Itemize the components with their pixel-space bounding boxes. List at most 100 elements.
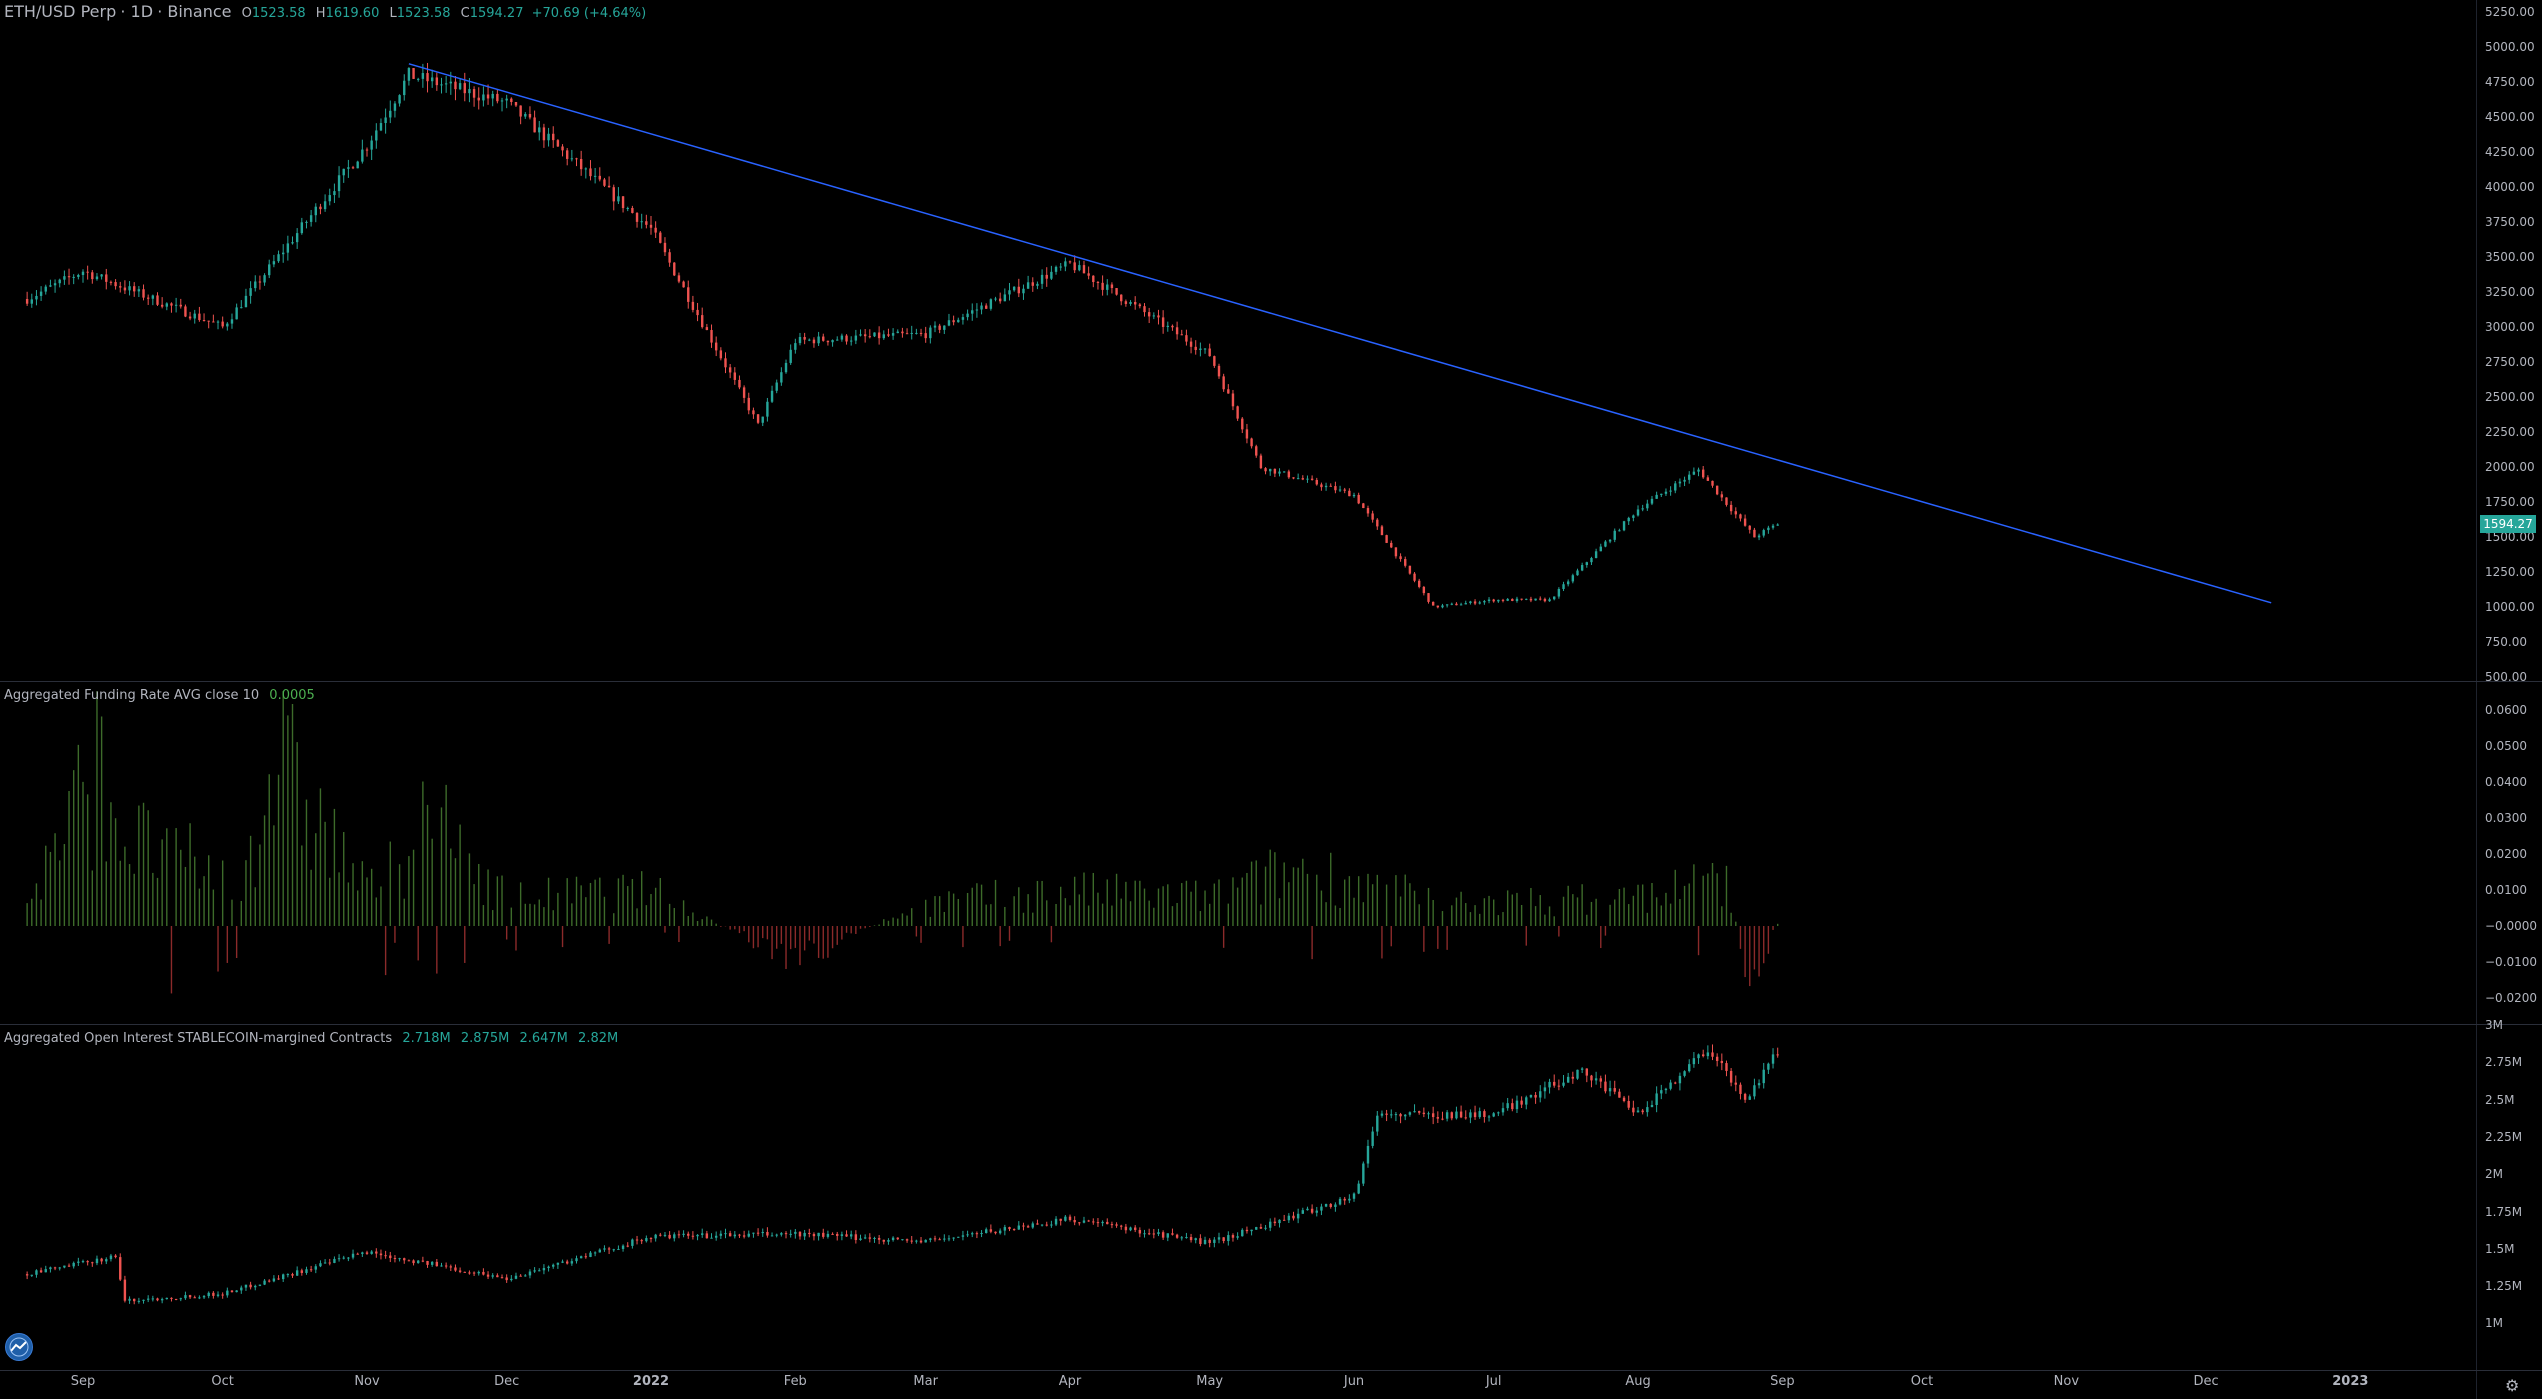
candle <box>1301 1207 1305 1214</box>
candle <box>1366 505 1370 517</box>
candle <box>1008 1226 1011 1232</box>
candle <box>1054 265 1058 275</box>
candle <box>1604 540 1607 548</box>
open-interest-chart[interactable] <box>0 1025 2542 1370</box>
candle <box>1594 1071 1598 1085</box>
candle <box>249 281 252 304</box>
price-chart[interactable] <box>0 0 2542 681</box>
gear-icon[interactable]: ⚙ <box>2505 1376 2520 1395</box>
candle <box>1506 1097 1509 1111</box>
candle <box>1660 493 1663 497</box>
funding-title[interactable]: Aggregated Funding Rate AVG close 10 <box>4 688 260 703</box>
candle <box>1217 363 1221 379</box>
candle <box>742 1230 746 1239</box>
candle <box>1455 602 1458 606</box>
candle <box>1185 329 1188 346</box>
candle <box>63 270 66 285</box>
open-interest-pane[interactable]: Aggregated Open Interest STABLECOIN-marg… <box>0 1018 2542 1370</box>
candle <box>1133 296 1137 310</box>
candle <box>1548 1078 1551 1094</box>
candle <box>1743 514 1747 527</box>
candle <box>486 1271 490 1280</box>
funding-pane[interactable]: Aggregated Funding Rate AVG close 10 0.0… <box>0 682 2542 1024</box>
candle <box>1711 1044 1714 1061</box>
candle <box>696 302 699 322</box>
candle <box>435 72 439 91</box>
tradingview-logo-icon[interactable] <box>5 1333 33 1361</box>
candle <box>528 106 532 120</box>
candle <box>980 1230 983 1238</box>
candle <box>831 1232 834 1235</box>
candle <box>798 1231 802 1240</box>
candle <box>1166 1233 1169 1242</box>
candle <box>1199 1234 1202 1247</box>
candle <box>1571 573 1575 584</box>
candle <box>794 1228 797 1239</box>
price-pane[interactable]: ETH/USD Perp · 1D · Binance O1523.58 H16… <box>0 0 2542 684</box>
candle <box>1343 1196 1346 1205</box>
candle <box>1213 1237 1216 1248</box>
candle <box>673 1232 676 1242</box>
candle <box>728 364 732 379</box>
candle <box>389 1251 392 1263</box>
candle <box>1106 279 1109 296</box>
time-tick-label: Sep <box>1770 1374 1795 1389</box>
candle <box>1147 307 1151 324</box>
candle <box>58 278 61 288</box>
candle <box>384 1250 387 1259</box>
axis-tick-label: −0.0100 <box>2485 955 2538 969</box>
axis-tick-label: 1.75M <box>2485 1204 2523 1219</box>
axis-tick-label: 1250.00 <box>2485 565 2535 579</box>
symbol-name[interactable]: ETH/USD Perp <box>4 2 117 21</box>
candle <box>589 1251 592 1258</box>
candle <box>766 397 769 422</box>
candle <box>1236 405 1239 421</box>
candle <box>379 118 383 132</box>
candle <box>1054 1216 1058 1227</box>
candle <box>1553 1074 1556 1088</box>
candle <box>430 1261 434 1267</box>
candle <box>756 414 760 425</box>
oi-title[interactable]: Aggregated Open Interest STABLECOIN-marg… <box>4 1031 393 1046</box>
funding-chart[interactable] <box>0 682 2542 1024</box>
candle <box>468 1270 471 1275</box>
candle <box>635 212 639 228</box>
candle <box>491 90 494 107</box>
candle <box>1296 473 1300 480</box>
candle <box>417 1259 420 1264</box>
candle <box>86 265 89 280</box>
candle <box>49 1266 52 1273</box>
candle <box>747 392 750 415</box>
candle <box>286 1273 290 1278</box>
candle <box>1129 1226 1132 1232</box>
axis-tick-label: 3750.00 <box>2485 215 2535 229</box>
candle <box>174 297 178 313</box>
trendline[interactable] <box>408 63 2272 604</box>
interval[interactable]: 1D <box>130 2 154 21</box>
candle <box>207 320 210 329</box>
pane-separator[interactable] <box>0 1024 2542 1025</box>
candle <box>938 1237 941 1241</box>
funding-legend: Aggregated Funding Rate AVG close 10 0.0… <box>4 688 315 703</box>
candle <box>1729 501 1733 515</box>
pane-separator[interactable] <box>0 681 2542 682</box>
time-tick-label: Feb <box>783 1374 807 1389</box>
candle <box>863 1234 867 1240</box>
candle <box>1473 1105 1477 1120</box>
axis-tick-label: 2.75M <box>2485 1055 2523 1070</box>
candle <box>1324 1203 1328 1208</box>
candle <box>1036 1219 1039 1225</box>
candle <box>398 1257 401 1262</box>
candle <box>496 1273 499 1278</box>
candle <box>1008 282 1011 301</box>
candle <box>1688 1059 1691 1073</box>
candle <box>379 1249 383 1260</box>
candle <box>966 309 969 321</box>
candle <box>1171 324 1174 331</box>
candle <box>309 209 313 227</box>
axis-tick-label: 4250.00 <box>2485 145 2535 159</box>
candle <box>915 1239 918 1244</box>
candle <box>1282 471 1286 473</box>
candle <box>1413 572 1416 583</box>
candle <box>156 292 159 307</box>
